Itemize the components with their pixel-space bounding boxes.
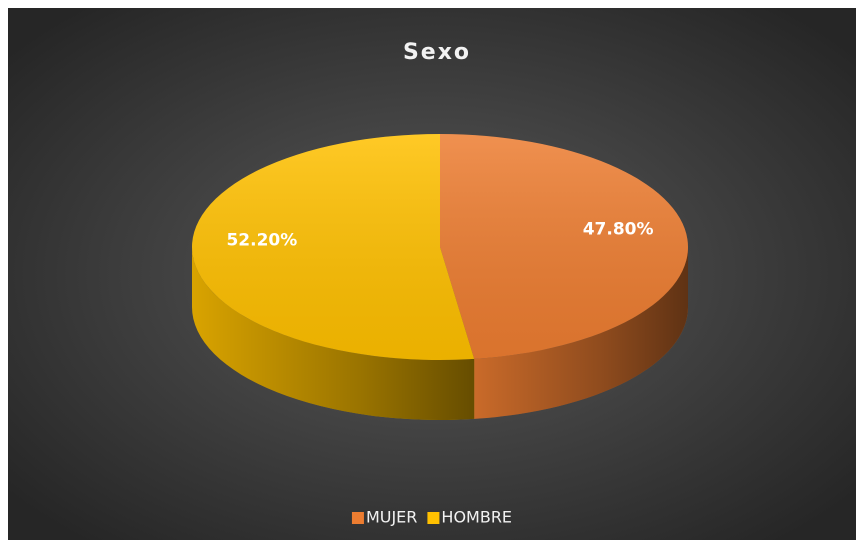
chart-title: Sexo [403, 40, 471, 65]
slice-side-shade [474, 247, 688, 419]
legend-label: MUJER [366, 508, 417, 527]
pie-slice [192, 134, 475, 420]
slice-top-shade [192, 134, 475, 360]
data-label: 52.20% [226, 231, 297, 251]
data-label: 47.80% [583, 219, 654, 239]
pie-slice [440, 134, 689, 419]
legend-label: HOMBRE [441, 508, 512, 527]
legend-swatch [351, 512, 364, 524]
slice-top-shade [440, 134, 689, 359]
legend-swatch [427, 512, 440, 524]
slice-side-shade [192, 247, 475, 420]
